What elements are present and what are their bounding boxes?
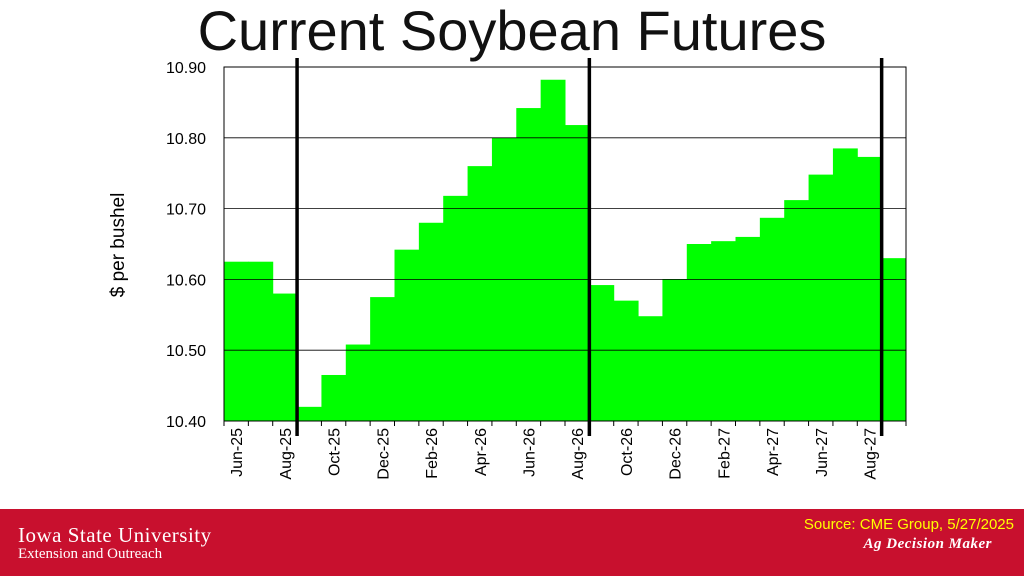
x-tick-label: Aug-25 (278, 428, 295, 480)
bar-sep-25 (297, 406, 322, 421)
program-name: Ag Decision Maker (863, 536, 992, 552)
bar-oct-26 (613, 300, 639, 421)
bar-dec-25 (370, 297, 395, 421)
bar-feb-26 (418, 222, 444, 421)
x-tick-label: Jun-25 (229, 428, 246, 477)
y-tick-label: 10.60 (166, 272, 206, 289)
source-note: Source: CME Group, 5/27/2025 (803, 516, 1014, 533)
bar-jan-27 (686, 244, 712, 421)
university-logo-text: Iowa State University (18, 523, 212, 547)
x-tick-label: Aug-27 (862, 428, 879, 480)
x-tick-label: Oct-25 (327, 428, 344, 476)
y-tick-label: 10.90 (166, 60, 206, 77)
bar-apr-26 (467, 166, 493, 421)
bar-jun-27 (808, 174, 834, 421)
bar-jul-26 (540, 79, 566, 421)
bar-jul-27 (832, 148, 858, 422)
bar-group (224, 79, 907, 422)
x-tick-label: Dec-25 (375, 428, 392, 480)
soybean-futures-chart: 10.40 10.50 10.60 10.70 10.80 10.90 Jun-25 Aug… (108, 58, 907, 480)
x-tick-label: Dec-26 (668, 428, 685, 480)
x-tick-label: Feb-26 (424, 428, 441, 479)
footer-banner: Iowa State University Extension and Outr… (0, 509, 1024, 576)
y-tick-label: 10.70 (166, 202, 206, 219)
bar-nov-25 (345, 344, 371, 421)
bar-jun-26 (516, 108, 542, 422)
y-axis-label: $ per bushel (108, 193, 129, 298)
x-tick-label: Jun-26 (521, 428, 538, 477)
bar-mar-27 (735, 236, 761, 421)
y-tick-label: 10.80 (166, 131, 206, 148)
extension-text: Extension and Outreach (18, 546, 163, 562)
plot-frame (223, 66, 907, 426)
x-tick-label: Apr-27 (765, 428, 782, 476)
y-tick-label: 10.40 (166, 414, 206, 431)
x-tick-label: Apr-26 (473, 428, 490, 476)
bar-jan-26 (394, 249, 420, 421)
y-tick-labels: 10.40 10.50 10.60 10.70 10.80 10.90 (166, 60, 206, 431)
x-tick-label: Aug-26 (570, 428, 587, 480)
bar-aug-26 (565, 125, 590, 421)
bar-jul-25 (248, 261, 274, 421)
bar-sep-27 (881, 258, 907, 421)
bar-may-27 (784, 200, 810, 421)
x-tick-label: Oct-26 (619, 428, 636, 476)
x-tick-label: Feb-27 (716, 428, 733, 479)
bar-aug-25 (272, 293, 298, 421)
bar-jun-25 (224, 261, 249, 421)
x-tick-labels: Jun-25 Aug-25 Oct-25 Dec-25 Feb-26 Apr-26 Jun-… (229, 428, 879, 480)
bar-oct-25 (321, 374, 347, 421)
season-divider-lines (295, 58, 884, 436)
bar-feb-27 (711, 241, 736, 421)
bar-mar-26 (443, 195, 469, 421)
y-tick-label: 10.50 (166, 343, 206, 360)
bar-aug-27 (857, 156, 883, 421)
bar-sep-26 (589, 285, 615, 421)
x-tick-label: Jun-27 (814, 428, 831, 477)
bar-apr-27 (759, 217, 785, 421)
chart-title: Current Soybean Futures (197, 0, 827, 62)
bar-nov-26 (638, 316, 663, 421)
